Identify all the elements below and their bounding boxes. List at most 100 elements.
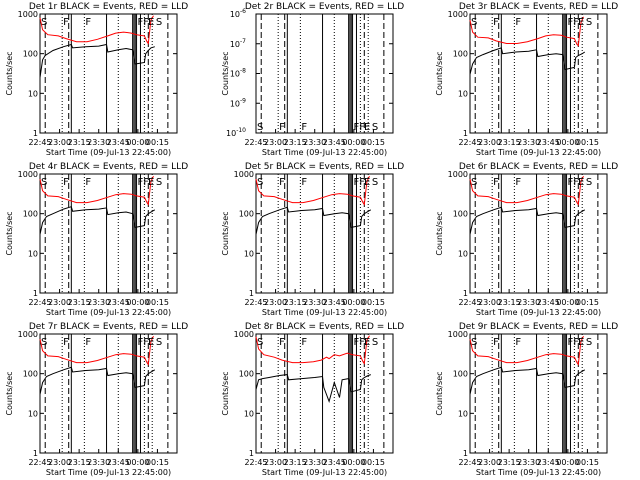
x-tick-label: 00:00	[342, 298, 365, 307]
x-tick-label: 23:45	[323, 458, 346, 467]
flag-label: S	[471, 337, 477, 348]
flag-label: F	[63, 337, 69, 348]
x-tick-label: 23:00	[264, 458, 287, 467]
x-tick-label: 23:15	[498, 458, 521, 467]
x-tick-label: 23:45	[323, 298, 346, 307]
x-tick-label: 22:45	[458, 298, 481, 307]
flag-label: FF	[138, 337, 150, 348]
series-black-line	[255, 374, 371, 404]
x-tick-label: 00:15	[146, 298, 169, 307]
x-tick-label: 00:00	[126, 138, 149, 147]
y-tick-label: 1000	[234, 170, 254, 179]
plot-frame	[469, 13, 608, 134]
flag-label: F	[279, 122, 285, 133]
x-tick-label: 23:45	[537, 458, 560, 467]
y-axis-label: Counts/sec	[435, 51, 444, 95]
flag-label: S	[257, 337, 263, 348]
x-tick-label: 00:15	[146, 458, 169, 467]
flag-label: S	[471, 17, 477, 28]
flag-label: E	[364, 337, 370, 348]
x-tick-label: 23:30	[517, 298, 540, 307]
x-tick-label: 23:45	[107, 298, 130, 307]
flag-label: F	[85, 177, 91, 188]
flag-label: S	[41, 177, 47, 188]
y-tick-label: 1	[33, 289, 38, 298]
flag-label: F	[301, 337, 307, 348]
x-tick-label: 23:00	[48, 458, 71, 467]
series-red-line	[255, 175, 370, 206]
y-tick-label: 1000	[234, 330, 254, 339]
y-tick-label: 100	[23, 50, 38, 59]
series-black-line	[39, 366, 156, 395]
y-tick-label: 100	[23, 370, 38, 379]
flag-label: S	[586, 17, 592, 28]
y-tick-label: 10-9	[230, 97, 246, 108]
flag-label: FF	[354, 122, 366, 133]
panel-title: Det 2r BLACK = Events, RED = LLD	[245, 2, 404, 12]
x-axis-label: Start Time (09-Jul-13 22:45:00)	[476, 308, 601, 317]
x-tick-label: 23:45	[107, 138, 130, 147]
series-black-line	[39, 43, 155, 78]
plot-frame	[39, 173, 178, 294]
x-tick-label: 23:00	[48, 138, 71, 147]
x-axis-label: Start Time (09-Jul-13 22:45:00)	[262, 148, 387, 157]
y-tick-label: 100	[239, 210, 254, 219]
x-tick-label: 23:30	[87, 138, 110, 147]
y-tick-label: 1	[463, 449, 468, 458]
x-tick-label: 22:45	[458, 138, 481, 147]
flag-label: E	[364, 122, 370, 133]
plot-frame	[469, 333, 608, 454]
y-tick-label: 1	[249, 289, 254, 298]
panel-title: Det 5r BLACK = Events, RED = LLD	[245, 162, 404, 172]
flag-label: F	[301, 177, 307, 188]
x-tick-label: 23:15	[498, 138, 521, 147]
x-tick-label: 23:15	[284, 458, 307, 467]
flag-label: FF	[568, 177, 580, 188]
x-tick-label: 00:15	[362, 298, 385, 307]
y-tick-label: 10	[244, 249, 254, 258]
x-tick-label: 00:15	[146, 138, 169, 147]
x-tick-label: 23:45	[323, 138, 346, 147]
x-tick-label: 23:45	[537, 298, 560, 307]
y-axis-label: Counts/sec	[221, 51, 230, 95]
flag-label: S	[156, 337, 162, 348]
x-tick-label: 00:15	[576, 138, 599, 147]
y-axis-label: Counts/sec	[435, 371, 444, 415]
flag-label: FF	[568, 17, 580, 28]
y-tick-label: 100	[23, 210, 38, 219]
series-red-line	[39, 335, 154, 366]
flag-label: F	[515, 337, 521, 348]
x-tick-label: 00:00	[556, 458, 579, 467]
x-tick-label: 22:45	[28, 458, 51, 467]
y-axis-label: Counts/sec	[221, 211, 230, 255]
x-tick-label: 00:15	[576, 458, 599, 467]
flag-label: S	[257, 122, 263, 133]
y-tick-label: 1	[33, 129, 38, 138]
series-black-line	[469, 206, 586, 235]
panel-title: Det 8r BLACK = Events, RED = LLD	[245, 322, 404, 332]
series-black-line	[39, 206, 156, 235]
x-tick-label: 23:30	[87, 298, 110, 307]
panel-title: Det 6r BLACK = Events, RED = LLD	[459, 162, 618, 172]
plot-frame	[39, 333, 178, 454]
x-tick-label: 23:00	[48, 298, 71, 307]
x-tick-label: 22:45	[244, 138, 267, 147]
flag-label: F	[493, 17, 499, 28]
series-black-line	[255, 206, 372, 235]
flag-label: S	[372, 177, 378, 188]
x-tick-label: 00:00	[556, 138, 579, 147]
y-tick-label: 10	[458, 409, 468, 418]
y-tick-label: 10	[458, 249, 468, 258]
x-tick-label: 23:15	[284, 298, 307, 307]
flag-label: S	[41, 17, 47, 28]
y-tick-label: 10	[28, 89, 38, 98]
x-tick-label: 00:15	[576, 298, 599, 307]
x-tick-label: 23:30	[87, 458, 110, 467]
flag-label: F	[279, 177, 285, 188]
flag-label: E	[578, 337, 584, 348]
flag-label: S	[586, 177, 592, 188]
